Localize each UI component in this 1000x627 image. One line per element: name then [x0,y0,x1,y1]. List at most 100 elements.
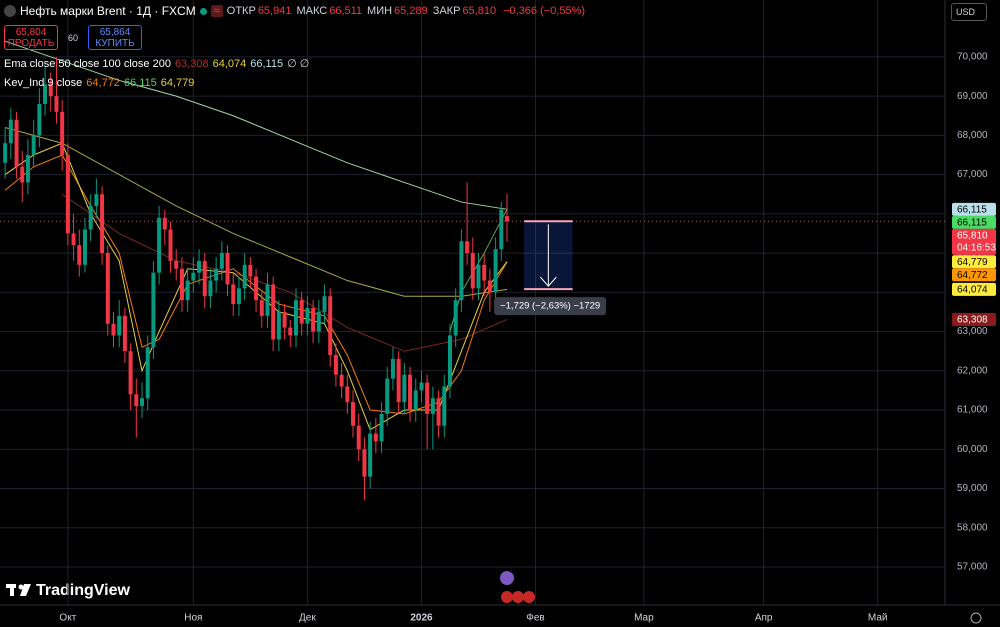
settings-icon[interactable] [970,612,982,624]
event-icon[interactable] [512,591,524,603]
candle-body [168,229,173,261]
candle-body [100,194,105,254]
candle-body [351,402,356,426]
candle-body [14,119,19,167]
overlay: Нефть марки Brent · 1Д · FXCM ≈ ОТКР 65,9… [0,0,1000,100]
currency-button[interactable]: USD [951,3,987,21]
candle-body [288,327,293,336]
candle-body [31,135,36,155]
candle-body [430,398,435,414]
axis-tag [952,255,996,269]
axis-tag-label: 64,779 [957,257,988,268]
y-tick-label: 67,000 [957,169,988,180]
candle-body [236,288,241,305]
axis-tag-label: 64,772 [957,270,988,281]
indicator-value: 66,115 [123,76,157,89]
candle-body [316,311,321,332]
candle-body [162,217,167,230]
candle-body [459,241,464,301]
candle-body [254,276,259,301]
candle-body [413,390,418,411]
candle-body [219,253,224,269]
indicator-extra: ∅ ∅ [287,58,310,70]
logo: TradingView [36,582,131,599]
indicator-value: 64,772 [86,76,120,89]
axis-tag-label: 63,308 [957,315,988,326]
symbol-title: Нефть марки Brent · 1Д · FXCM [20,4,196,18]
x-tick-label: Апр [755,613,773,624]
event-icon[interactable] [500,571,514,585]
field-value: 65,941 [257,5,292,17]
candle-body [94,194,99,206]
axis-tag-label: 64,074 [957,285,988,296]
y-tick-label: 63,000 [957,326,988,337]
y-tick-label: 58,000 [957,522,988,533]
indicator-title: Ema close 50 close 100 close 200 [4,57,171,70]
axis-tag [952,228,996,255]
x-tick-label: Окт [59,613,76,624]
sell-button[interactable]: 65,804 ПРОДАТЬ [4,25,58,50]
market-icon: ≈ [210,5,223,17]
event-icon[interactable] [523,591,535,603]
axis-tag-label: 65,810 [957,230,988,241]
candle-body [436,398,441,426]
candle-body [322,296,327,312]
buy-button[interactable]: 65,864 КУПИТЬ [88,25,143,50]
symbol-icon [4,5,16,17]
spread: 60 [68,32,79,43]
candle-body [425,382,430,414]
x-tick-label: Май [868,613,888,624]
candle-body [396,358,401,403]
logo-mark [6,584,31,596]
candle-body [328,296,333,356]
candle-body [293,300,298,336]
candle-body [242,264,247,289]
candle-body [282,311,287,328]
candle-body [48,84,53,97]
candle-body [339,374,344,387]
x-tick-label: Мар [634,613,654,624]
candle-body [117,315,122,336]
field-label: МИН [367,5,393,17]
candle-body [208,280,213,297]
ohlc-fields: ОТКР 65,941 МАКС 66,511 МИН 65,289 ЗАКР 65,810 [227,5,499,17]
candle-body [140,398,145,407]
candle-body [465,241,470,254]
measure-label: −1,729 (−2,63%) −1729 [500,301,600,312]
currency: USD [956,7,976,17]
y-tick-label: 62,000 [957,365,988,376]
field-label: ЗАКР [432,5,461,17]
candle-body [214,268,219,281]
sell-label: ПРОДАТЬ [7,37,55,49]
candle-body [442,386,447,426]
field-value: 65,810 [462,5,497,17]
candle-body [25,154,30,183]
candle-body [345,386,350,403]
indicator-value: 63,308 [174,57,209,70]
candle-body [145,347,150,399]
candle-body [151,272,156,348]
candle-body [482,264,487,281]
candle-body [128,351,133,395]
y-tick-label: 60,000 [957,444,988,455]
event-icon[interactable] [501,591,513,603]
candle-body [20,166,25,183]
x-tick-label: Дек [299,613,316,624]
candle-body [71,233,76,246]
change: −0,366 (−0,55%) [503,5,586,17]
x-tick-label: Фев [526,613,544,624]
candle-body [122,315,127,352]
candle-body [390,358,395,379]
candle-body [493,249,498,293]
trade-panel: 65,804 ПРОДАТЬ 60 65,864 КУПИТЬ [4,25,143,50]
candle-body [248,264,253,277]
status-dot [199,7,207,15]
x-tick-label: 2026 [410,613,433,624]
field-value: 66,511 [329,5,363,17]
candle-body [3,143,8,163]
indicator-line [61,193,508,352]
candle-body [43,84,48,104]
candle-body [305,307,310,324]
